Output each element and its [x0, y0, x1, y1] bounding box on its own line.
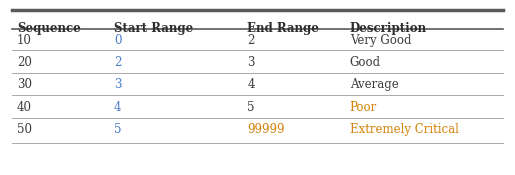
Text: 0: 0: [114, 34, 122, 47]
Text: Good: Good: [350, 56, 381, 69]
Text: Extremely Critical: Extremely Critical: [350, 123, 458, 136]
Text: 5: 5: [114, 123, 122, 136]
Text: 3: 3: [247, 56, 255, 69]
Text: 2: 2: [114, 56, 122, 69]
Text: Very Good: Very Good: [350, 34, 411, 47]
Text: 4: 4: [247, 78, 255, 91]
Text: 99999: 99999: [247, 123, 285, 136]
Text: Poor: Poor: [350, 101, 377, 114]
Text: 4: 4: [114, 101, 122, 114]
Text: 50: 50: [17, 123, 32, 136]
Text: 5: 5: [247, 101, 255, 114]
Text: Average: Average: [350, 78, 399, 91]
Text: End Range: End Range: [247, 22, 319, 35]
Text: 10: 10: [17, 34, 31, 47]
Text: Description: Description: [350, 22, 427, 35]
Text: Sequence: Sequence: [17, 22, 80, 35]
Text: 3: 3: [114, 78, 122, 91]
Text: 20: 20: [17, 56, 31, 69]
Text: Start Range: Start Range: [114, 22, 193, 35]
Text: 30: 30: [17, 78, 32, 91]
Text: 40: 40: [17, 101, 32, 114]
Text: 2: 2: [247, 34, 254, 47]
